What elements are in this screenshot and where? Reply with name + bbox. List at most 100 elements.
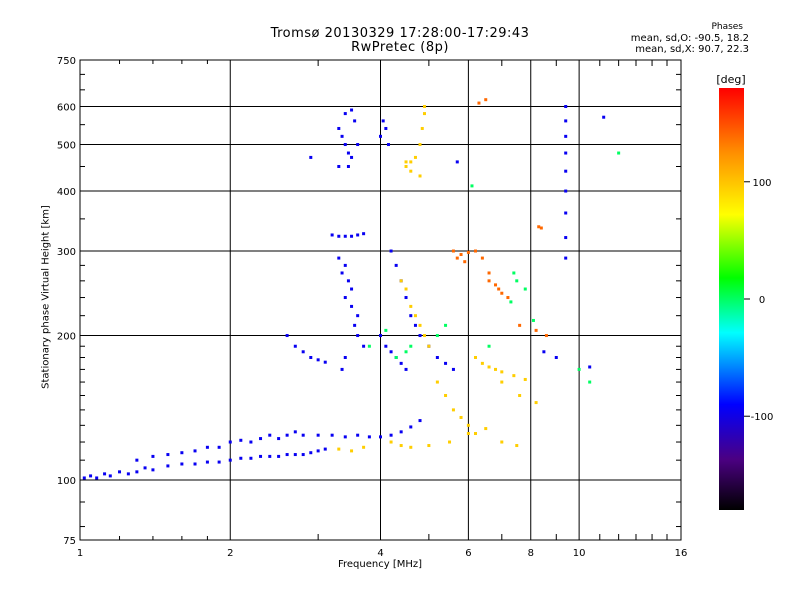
scatter-point <box>418 174 422 178</box>
scatter-point <box>459 253 463 257</box>
scatter-point <box>350 155 354 159</box>
scatter-point <box>379 435 382 439</box>
scatter-point <box>564 134 568 138</box>
scatter-point <box>422 334 426 338</box>
scatter-point <box>343 143 347 147</box>
scatter-point <box>330 433 334 437</box>
scatter-point <box>316 433 320 437</box>
scatter-point <box>518 323 522 327</box>
scatter-point <box>135 458 139 462</box>
scatter-point <box>350 449 354 453</box>
scatter-point <box>323 447 327 451</box>
colorbar-tick-labels: 100 0 -100 <box>744 178 773 423</box>
scatter-point <box>309 355 313 359</box>
scatter-point <box>418 334 422 338</box>
scatter-point <box>228 440 232 444</box>
x-tick-label: 6 <box>465 548 471 559</box>
scatter-point <box>487 271 491 275</box>
scatter-point <box>455 256 459 260</box>
scatter-point <box>404 160 408 164</box>
scatter-point <box>515 444 519 448</box>
scatter-point <box>350 234 354 238</box>
scatter-point <box>494 283 498 287</box>
y-tick-labels: 75 100 200 300 400 500 600 750 <box>57 56 76 547</box>
scatter-point <box>409 304 413 308</box>
scatter-point <box>337 256 341 260</box>
scatter-point <box>330 233 334 237</box>
scatter-point <box>484 427 488 431</box>
scatter-point <box>451 249 455 253</box>
scatter-point <box>512 374 516 378</box>
scatter-point <box>409 160 413 164</box>
y-tick-label: 300 <box>57 247 76 258</box>
scatter-point <box>413 314 417 318</box>
colorbar-tick-label: 100 <box>752 178 771 189</box>
x-axis-label: Frequency [MHz] <box>337 559 423 570</box>
scatter-point <box>531 318 535 322</box>
scatter-point <box>277 454 281 458</box>
scatter-point <box>316 358 320 362</box>
scatter-point <box>394 263 398 267</box>
scatter-point <box>506 296 510 300</box>
colorbar-tick-label: 0 <box>759 295 765 306</box>
scatter-point <box>384 328 388 332</box>
scatter-point <box>404 287 408 291</box>
colorbar-tick-label: -100 <box>751 412 774 423</box>
scatter-point <box>350 304 354 308</box>
scatter-point <box>399 444 403 448</box>
scatter-point <box>249 440 253 444</box>
scatter-point <box>451 408 455 412</box>
scatter-point <box>82 476 86 480</box>
scatter-point <box>309 155 313 159</box>
scatter-point <box>346 151 350 155</box>
scatter-point <box>381 119 385 123</box>
scatter-point <box>143 466 147 470</box>
scatter-point <box>316 449 320 453</box>
scatter-point <box>427 444 431 448</box>
scatter-point <box>409 314 413 318</box>
scatter-point <box>367 344 371 348</box>
scatter-point <box>356 433 360 437</box>
scatter-point <box>356 334 360 338</box>
scatter-point <box>484 98 488 102</box>
scatter-point <box>473 432 477 436</box>
scatter-point <box>518 394 522 398</box>
scatter-point <box>350 287 354 291</box>
colorbar <box>719 88 744 510</box>
y-tick-label: 200 <box>57 332 76 343</box>
scatter-point <box>399 361 403 365</box>
colorbar-label: [deg] <box>716 73 745 86</box>
y-tick-label: 75 <box>63 536 76 547</box>
scatter-point <box>343 296 347 300</box>
scatter-point <box>477 101 481 105</box>
scatter-point <box>353 119 357 123</box>
scatter-point <box>470 184 474 188</box>
scatter-point <box>512 271 516 275</box>
scatter-point <box>285 433 289 437</box>
scatter-point <box>337 234 341 238</box>
scatter-point <box>379 334 382 338</box>
y-tick-label: 600 <box>57 103 76 114</box>
scatter-point <box>534 401 538 405</box>
scatter-point <box>500 380 504 384</box>
scatter-point <box>399 279 403 283</box>
scatter-point <box>118 470 122 474</box>
scatter-point <box>301 453 305 457</box>
scatter-point <box>126 472 130 476</box>
scatter-point <box>404 367 408 371</box>
scatter-point <box>89 474 93 478</box>
y-axis-label: Stationary phase Virtual Height [km] <box>40 205 52 389</box>
x-tick-label: 2 <box>227 548 233 559</box>
scatter-point <box>386 143 390 147</box>
scatter-point <box>399 430 403 434</box>
scatter-point <box>340 134 344 138</box>
scatter-point <box>362 445 366 449</box>
scatter-point <box>564 119 568 123</box>
scatter-point <box>588 365 592 369</box>
scatter-point <box>455 160 459 164</box>
scatter-point <box>588 380 592 384</box>
x-tick-label: 10 <box>573 548 586 559</box>
scatter-point <box>500 291 504 295</box>
scatter-point <box>384 344 388 348</box>
